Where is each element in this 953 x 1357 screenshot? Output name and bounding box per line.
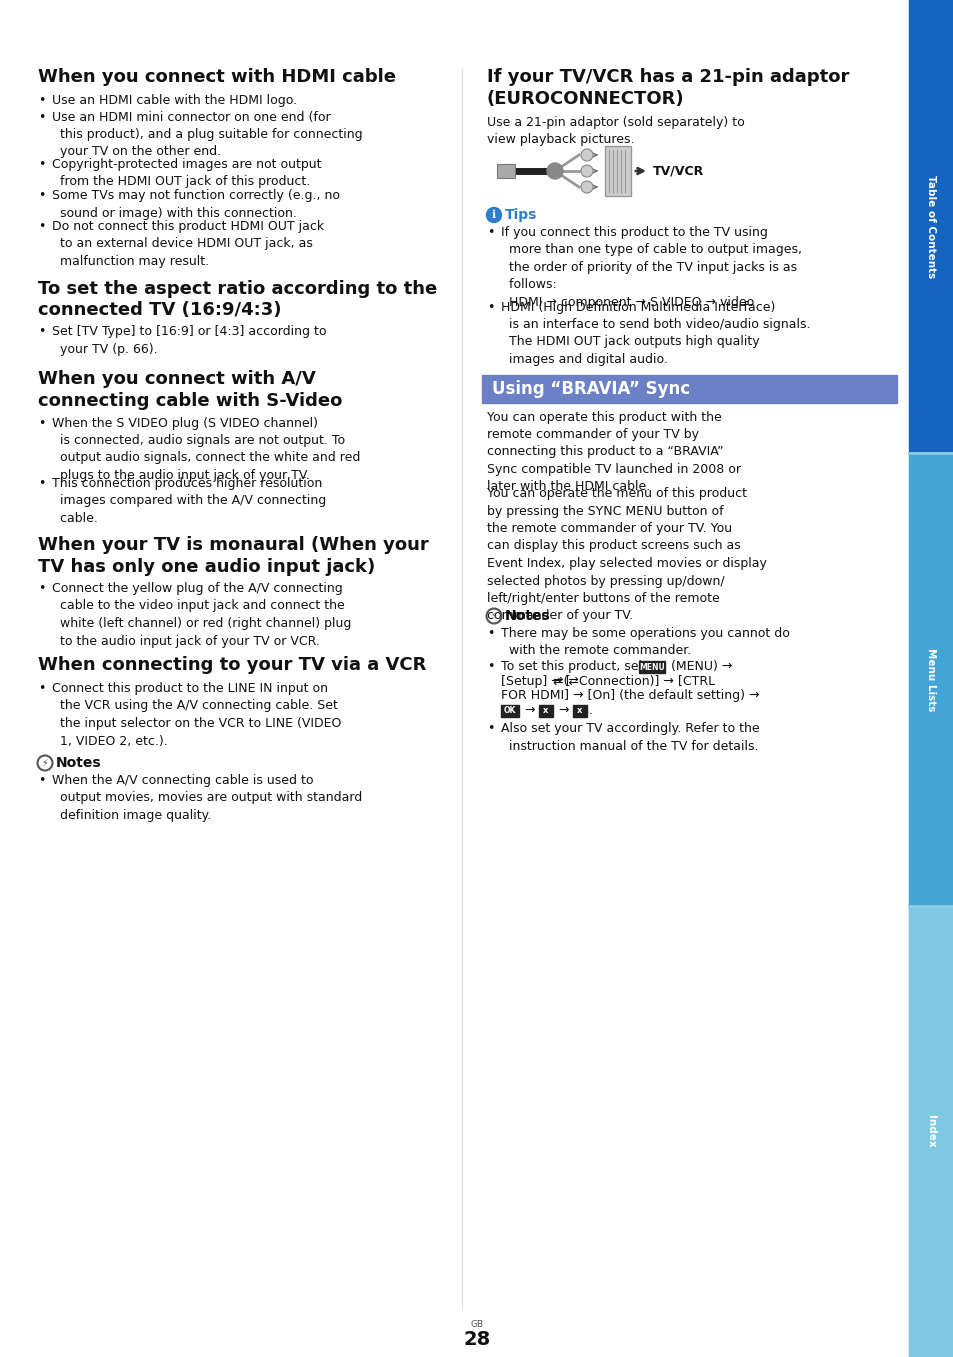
Bar — [908, 906, 953, 1357]
Bar — [604, 147, 630, 195]
Bar — [908, 453, 953, 906]
Text: •: • — [38, 110, 46, 123]
Text: Copyright-protected images are not output
  from the HDMI OUT jack of this produ: Copyright-protected images are not outpu… — [52, 157, 321, 189]
Text: Use a 21-pin adaptor (sold separately) to
view playback pictures.: Use a 21-pin adaptor (sold separately) t… — [486, 115, 744, 147]
Text: Using “BRAVIA” Sync: Using “BRAVIA” Sync — [492, 380, 689, 398]
Text: When connecting to your TV via a VCR: When connecting to your TV via a VCR — [38, 655, 426, 674]
Bar — [908, 0, 953, 453]
Text: [Setup] → [: [Setup] → [ — [500, 674, 570, 688]
Text: •: • — [486, 660, 494, 673]
Text: To set this product, select: To set this product, select — [500, 660, 665, 673]
Text: 28: 28 — [463, 1330, 490, 1349]
Text: GB: GB — [470, 1320, 483, 1329]
Circle shape — [580, 166, 593, 176]
Text: •: • — [38, 417, 46, 430]
Text: •: • — [38, 476, 46, 490]
Bar — [500, 704, 518, 716]
Text: •: • — [38, 582, 46, 594]
Text: You can operate this product with the
remote commander of your TV by
connecting : You can operate this product with the re… — [486, 411, 740, 494]
Text: •: • — [38, 326, 46, 338]
Text: Table of Contents: Table of Contents — [925, 175, 936, 278]
Text: ℹ: ℹ — [492, 210, 496, 220]
Bar — [908, 0, 953, 1357]
Text: •: • — [38, 683, 46, 695]
Circle shape — [546, 163, 562, 179]
Text: Notes: Notes — [56, 756, 102, 769]
Text: •: • — [486, 722, 494, 735]
Circle shape — [486, 208, 501, 223]
Bar — [538, 704, 553, 716]
Circle shape — [580, 180, 593, 193]
Text: x: x — [543, 706, 548, 715]
Text: Menu Lists: Menu Lists — [925, 647, 936, 711]
Text: If you connect this product to the TV using
  more than one type of cable to out: If you connect this product to the TV us… — [500, 227, 801, 309]
Bar — [639, 661, 664, 673]
Text: →: → — [520, 703, 539, 716]
Text: Index: Index — [925, 1115, 936, 1148]
Text: TV/VCR: TV/VCR — [652, 164, 703, 178]
Text: •: • — [38, 94, 46, 107]
Bar — [481, 375, 896, 403]
Text: •: • — [486, 227, 494, 239]
Text: Also set your TV accordingly. Refer to the
  instruction manual of the TV for de: Also set your TV accordingly. Refer to t… — [500, 722, 759, 753]
Text: There may be some operations you cannot do
  with the remote commander.: There may be some operations you cannot … — [500, 627, 789, 658]
Text: Do not connect this product HDMI OUT jack
  to an external device HDMI OUT jack,: Do not connect this product HDMI OUT jac… — [52, 220, 324, 267]
Bar — [573, 704, 586, 716]
Text: When you connect with A/V
connecting cable with S-Video: When you connect with A/V connecting cab… — [38, 370, 342, 410]
Text: This connection produces higher resolution
  images compared with the A/V connec: This connection produces higher resoluti… — [52, 476, 326, 525]
Text: MENU: MENU — [639, 662, 664, 672]
Text: Some TVs may not function correctly (e.g., no
  sound or image) with this connec: Some TVs may not function correctly (e.g… — [52, 189, 339, 220]
Text: To set the aspect ratio according to the
connected TV (16:9/4:3): To set the aspect ratio according to the… — [38, 280, 436, 319]
Text: FOR HDMI] → [On] (the default setting) →: FOR HDMI] → [On] (the default setting) → — [500, 689, 759, 702]
Text: •: • — [38, 189, 46, 202]
Text: When you connect with HDMI cable: When you connect with HDMI cable — [38, 68, 395, 85]
Text: When the S VIDEO plug (S VIDEO channel)
  is connected, audio signals are not ou: When the S VIDEO plug (S VIDEO channel) … — [52, 417, 360, 482]
Text: .: . — [588, 703, 593, 716]
Text: When the A/V connecting cable is used to
  output movies, movies are output with: When the A/V connecting cable is used to… — [52, 773, 362, 822]
Text: •: • — [486, 300, 494, 313]
Text: Connect the yellow plug of the A/V connecting
  cable to the video input jack an: Connect the yellow plug of the A/V conne… — [52, 582, 351, 647]
Text: ⚡: ⚡ — [490, 611, 497, 622]
Text: Set [TV Type] to [16:9] or [4:3] according to
  your TV (p. 66).: Set [TV Type] to [16:9] or [4:3] accordi… — [52, 326, 326, 356]
Text: (MENU) →: (MENU) → — [666, 660, 732, 673]
Text: •: • — [38, 773, 46, 787]
Text: →: → — [555, 703, 573, 716]
Text: OK: OK — [503, 706, 516, 715]
Text: Use an HDMI cable with the HDMI logo.: Use an HDMI cable with the HDMI logo. — [52, 94, 296, 107]
Circle shape — [580, 149, 593, 161]
Text: Use an HDMI mini connector on one end (for
  this product), and a plug suitable : Use an HDMI mini connector on one end (f… — [52, 110, 362, 159]
Text: •: • — [486, 627, 494, 641]
Text: •: • — [38, 220, 46, 233]
Text: ⇄(⇄Connection)] → [CTRL: ⇄(⇄Connection)] → [CTRL — [553, 674, 715, 688]
Text: x: x — [577, 706, 582, 715]
Bar — [497, 164, 515, 178]
Text: ⚡: ⚡ — [42, 759, 49, 768]
Text: Tips: Tips — [504, 208, 537, 223]
Text: If your TV/VCR has a 21-pin adaptor
(EUROCONNECTOR): If your TV/VCR has a 21-pin adaptor (EUR… — [486, 68, 848, 107]
Text: When your TV is monaural (When your
TV has only one audio input jack): When your TV is monaural (When your TV h… — [38, 536, 428, 575]
Text: Connect this product to the LINE IN input on
  the VCR using the A/V connecting : Connect this product to the LINE IN inpu… — [52, 683, 341, 748]
Text: HDMI (High Definition Multimedia Interface)
  is an interface to send both video: HDMI (High Definition Multimedia Interfa… — [500, 300, 810, 366]
Text: You can operate the menu of this product
by pressing the SYNC MENU button of
the: You can operate the menu of this product… — [486, 487, 766, 623]
Text: •: • — [38, 157, 46, 171]
Text: Notes: Notes — [504, 609, 550, 623]
